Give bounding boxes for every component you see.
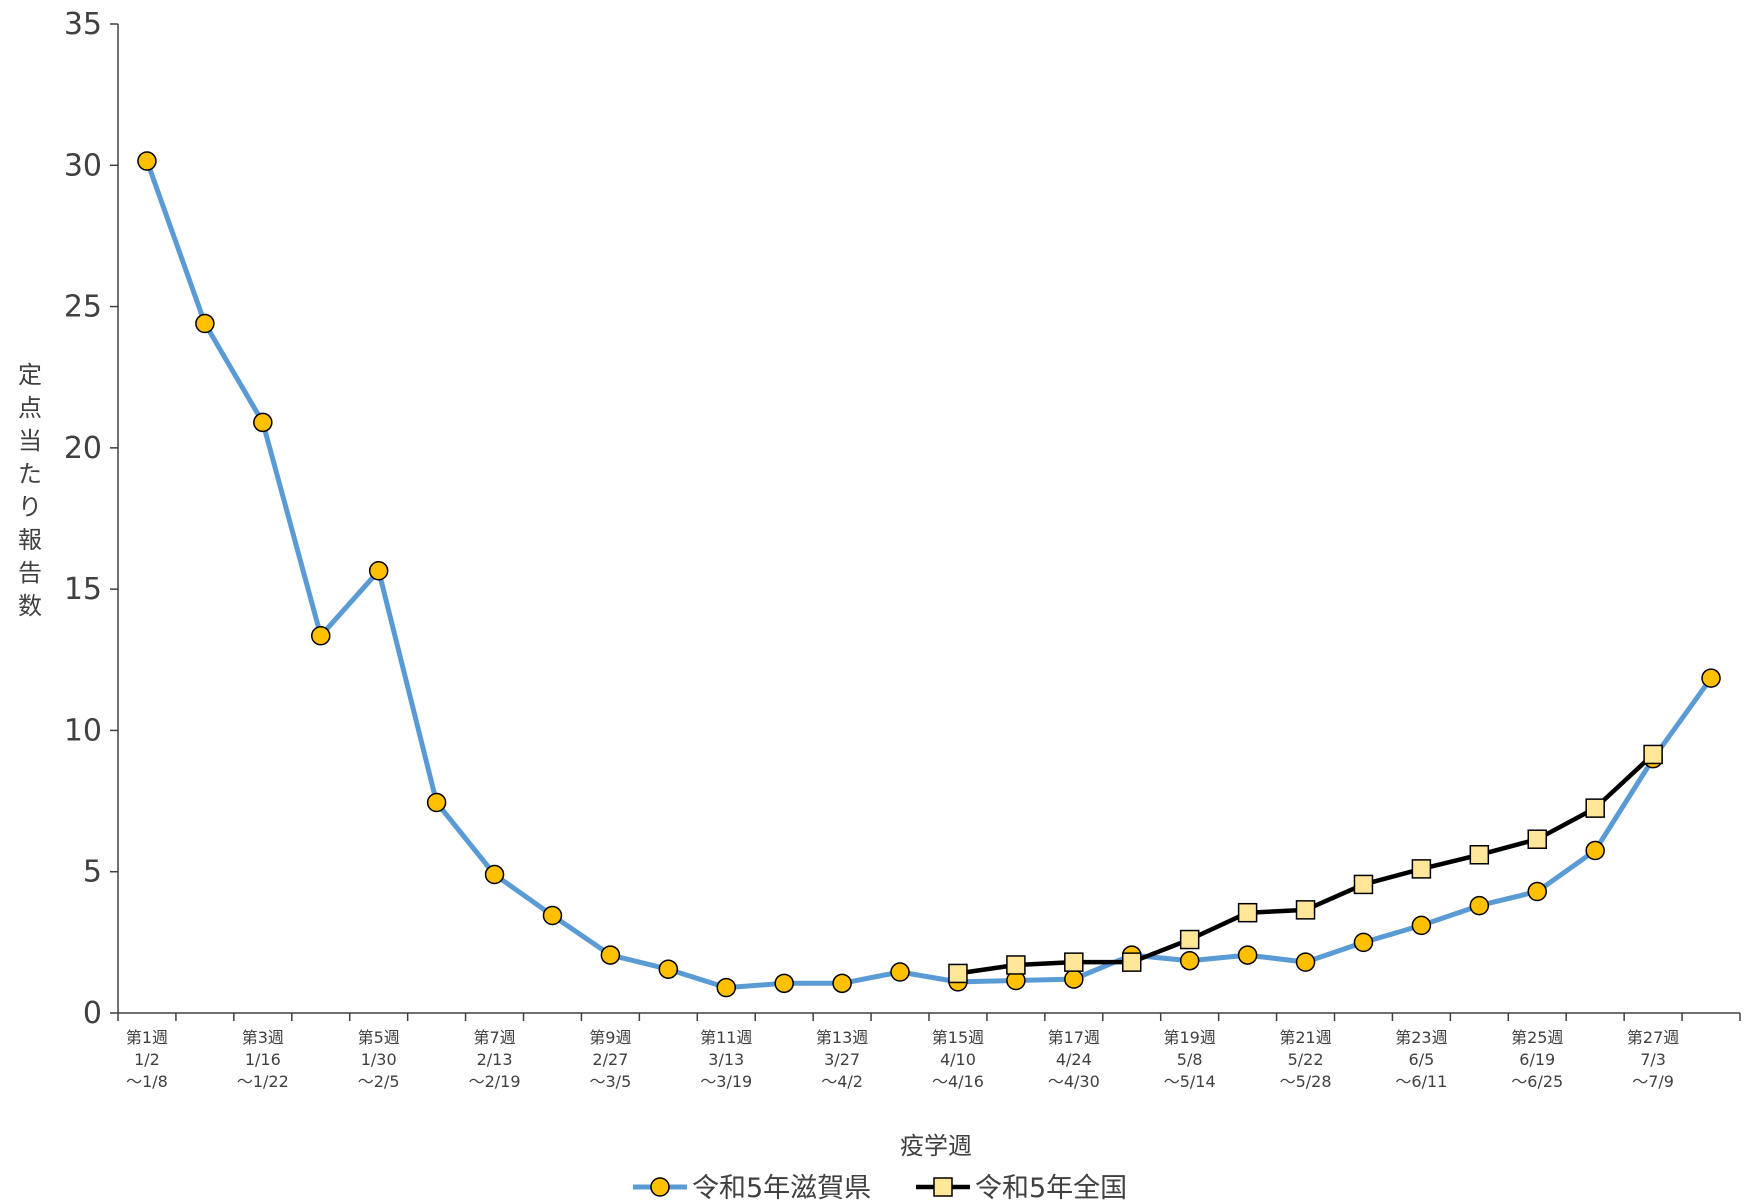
y-tick-label: 20: [64, 431, 102, 466]
data-point: [195, 313, 215, 334]
series-line: [144, 160, 1714, 991]
data-point: [658, 959, 679, 979]
x-tick-label: 第23週 6/5 ～6/11: [1395, 1028, 1447, 1091]
data-point: [1237, 945, 1258, 965]
data-point: [1411, 859, 1432, 879]
legend-item-1: 令和5年滋賀県: [633, 1173, 871, 1200]
data-point: [1064, 969, 1084, 989]
x-tick-label: 第15週 4/10 ～4/16: [932, 1028, 984, 1091]
data-point: [1353, 874, 1374, 895]
data-point: [484, 864, 505, 885]
data-point: [948, 963, 968, 984]
y-tick-label: 25: [64, 290, 102, 325]
series-2: [948, 744, 1663, 984]
data-point: [1237, 902, 1258, 923]
y-tick-label: 15: [64, 572, 102, 607]
legend-label: 令和5年滋賀県: [692, 1173, 871, 1200]
data-point: [1122, 952, 1142, 972]
y-axis-title: 定点当たり報告数: [18, 361, 42, 620]
x-tick-label: 第11週 3/13 ～3/19: [700, 1028, 752, 1091]
data-point: [890, 962, 910, 982]
x-tick-label: 第25週 6/19 ～6/25: [1511, 1028, 1563, 1091]
series-1: [137, 151, 1721, 998]
legend-marker: [650, 1177, 670, 1197]
x-tick-label: 第19週 5/8 ～5/14: [1163, 1028, 1215, 1091]
data-point: [1353, 932, 1374, 953]
data-point: [1295, 900, 1316, 920]
data-point: [1469, 895, 1490, 916]
series-layer: [137, 151, 1721, 998]
x-axis: 第1週 1/2 ～1/8 第3週 1/16 ～1/22 第5週 1/30 ～2/5 第7週 2/13…: [117, 1012, 1741, 1091]
x-tick-label: 第13週 3/27 ～4/2: [816, 1028, 868, 1091]
y-tick-label: 0: [83, 996, 102, 1031]
data-point: [1469, 845, 1490, 865]
data-point: [1527, 829, 1547, 849]
legend: 令和5年滋賀県 令和5年全国: [633, 1173, 1127, 1200]
data-point: [1585, 840, 1605, 861]
data-point: [716, 977, 736, 998]
y-axis: 0 5 10 15 20 25 30 35: [64, 7, 119, 1031]
y-tick-label: 35: [64, 7, 102, 42]
data-point: [1179, 929, 1200, 950]
x-tick-label: 第17週 4/24 ～4/30: [1048, 1028, 1100, 1091]
data-point: [1295, 952, 1316, 972]
x-axis-title: 疫学週: [900, 1132, 972, 1160]
x-tick-label: 第3週 1/16 ～1/22: [237, 1028, 289, 1091]
data-point: [1411, 915, 1432, 936]
data-point: [1527, 881, 1547, 902]
data-point: [542, 905, 563, 926]
data-point: [253, 412, 273, 433]
data-point: [368, 561, 389, 581]
x-tick-label: 第21週 5/22 ～5/28: [1279, 1028, 1331, 1091]
data-point: [1585, 798, 1605, 818]
data-point: [1643, 744, 1663, 765]
data-point: [1064, 952, 1084, 972]
y-tick-label: 30: [64, 148, 102, 183]
data-point: [1701, 668, 1721, 688]
data-point: [774, 973, 794, 994]
x-tick-label: 第27週 7/3 ～7/9: [1627, 1028, 1679, 1091]
data-point: [1179, 950, 1200, 971]
series-line: [957, 752, 1655, 976]
y-tick-label: 10: [64, 713, 102, 748]
data-point: [311, 626, 331, 646]
legend-marker: [933, 1177, 953, 1197]
legend-item-2: 令和5年全国: [916, 1173, 1127, 1200]
data-point: [426, 792, 447, 813]
legend-label: 令和5年全国: [975, 1173, 1127, 1200]
data-point: [832, 973, 852, 994]
y-tick-label: 5: [83, 855, 102, 890]
data-point: [1006, 955, 1026, 975]
x-tick-label: 第5週 1/30 ～2/5: [358, 1028, 400, 1091]
x-tick-label: 第7週 2/13 ～2/19: [469, 1028, 521, 1091]
x-tick-label: 第9週 2/27 ～3/5: [589, 1028, 631, 1091]
x-tick-label: 第1週 1/2 ～1/8: [126, 1028, 168, 1091]
data-point: [600, 945, 621, 965]
data-point: [137, 151, 157, 171]
